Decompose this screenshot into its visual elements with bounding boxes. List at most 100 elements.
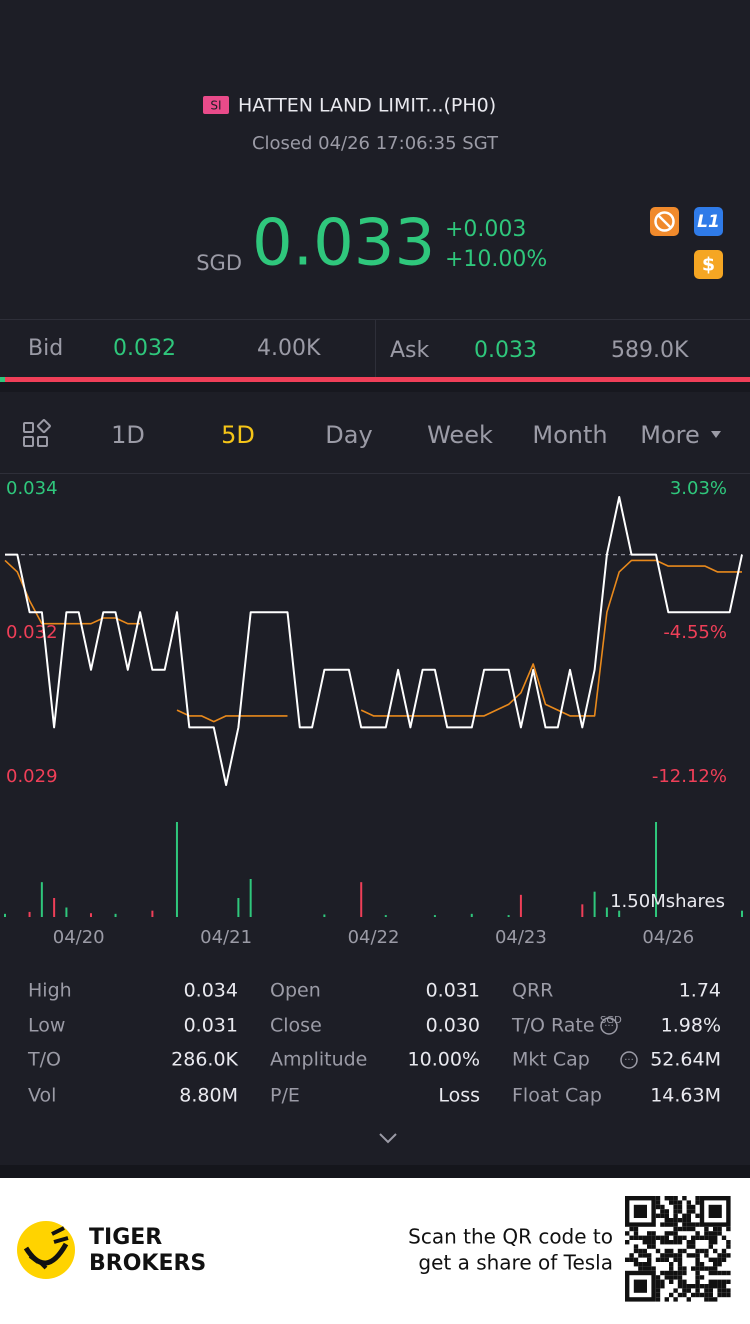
stat-value: 14.63M [650, 1085, 721, 1107]
qr-module [673, 1218, 678, 1223]
expand-chevron[interactable] [379, 1133, 397, 1144]
stat-label: Mkt Cap [512, 1049, 590, 1071]
period-tab[interactable]: Week [427, 421, 493, 449]
info-icon[interactable]: ··· [620, 1051, 638, 1069]
qr-module [708, 1235, 713, 1240]
qr-module [669, 1222, 674, 1227]
market-status: Closed 04/26 17:06:35 SGT [252, 133, 499, 154]
volume-bar [53, 898, 56, 917]
qr-module [677, 1284, 683, 1289]
qr-module [647, 1253, 652, 1258]
qr-module [669, 1262, 674, 1267]
qr-module [655, 1284, 661, 1289]
volume-bar [323, 914, 326, 917]
qr-module [669, 1292, 674, 1298]
qr-module [629, 1253, 634, 1258]
qr-code [625, 1195, 731, 1302]
qr-module [682, 1248, 687, 1254]
qr-module [726, 1244, 731, 1249]
y-tick-label: 0.032 [6, 622, 58, 643]
qr-module [664, 1213, 669, 1218]
qr-module [704, 1292, 709, 1298]
qr-module [664, 1196, 669, 1201]
volume-bar [741, 910, 743, 917]
qr-module [655, 1288, 661, 1293]
qr-module [691, 1253, 696, 1258]
qr-module [682, 1279, 687, 1284]
logo-circle [17, 1221, 75, 1279]
price-line [176, 709, 288, 723]
promo-text: get a share of Tesla [418, 1251, 613, 1275]
qr-module [655, 1213, 661, 1218]
qr-module [713, 1235, 718, 1240]
qr-module [708, 1292, 713, 1298]
volume-bar [28, 911, 31, 917]
qr-module [713, 1270, 718, 1276]
no-short-icon[interactable] [650, 207, 679, 236]
x-tick-label: 04/21 [200, 927, 252, 948]
volume-bar [618, 910, 621, 917]
qr-module [721, 1235, 727, 1240]
dollar-icon[interactable]: $ [702, 254, 715, 276]
qr-module [726, 1240, 731, 1245]
qr-module [682, 1270, 687, 1276]
level-icon-bg[interactable] [694, 207, 723, 236]
volume-max-label: 1.50Mshares [610, 891, 725, 912]
price-line [5, 496, 743, 786]
qr-module [695, 1248, 700, 1254]
dollar-icon-bg[interactable] [694, 250, 723, 279]
stat-value: Loss [438, 1085, 480, 1107]
period-tab[interactable]: More [640, 421, 700, 449]
period-tab[interactable]: 1D [111, 421, 145, 449]
period-tab[interactable]: Day [325, 421, 372, 449]
qr-module [717, 1226, 722, 1232]
qr-module [664, 1231, 669, 1236]
qr-module [699, 1292, 705, 1298]
more-caret[interactable] [711, 431, 721, 438]
qr-module [669, 1240, 674, 1245]
stat-value: 0.031 [184, 1015, 238, 1037]
qr-module [633, 1248, 639, 1254]
bid-ask-bar [0, 377, 750, 382]
volume-bar [175, 822, 178, 917]
volume-bar [519, 894, 522, 917]
qr-module [669, 1231, 674, 1236]
qr-module [664, 1218, 669, 1223]
stat-label: Open [270, 980, 321, 1002]
qr-module [629, 1257, 634, 1262]
ask-price: 0.033 [474, 338, 537, 363]
qr-module [721, 1257, 727, 1262]
stat-value: 0.034 [184, 980, 238, 1002]
qr-module [691, 1266, 696, 1271]
period-tab[interactable]: 5D [221, 421, 255, 449]
icon-cell [23, 422, 34, 433]
market-badge: SI [210, 99, 221, 113]
qr-module [664, 1253, 669, 1258]
info-icon[interactable]: ··· [600, 1017, 618, 1035]
qr-module [673, 1222, 678, 1227]
qr-module [699, 1284, 705, 1289]
qr-module [660, 1204, 665, 1210]
qr-module [677, 1292, 683, 1298]
qr-finder [699, 1195, 731, 1227]
qr-module [660, 1257, 665, 1262]
info-ring [620, 1051, 638, 1069]
qr-module [691, 1204, 696, 1210]
qr-module [677, 1279, 683, 1284]
qr-module [638, 1235, 643, 1240]
qr-module [633, 1235, 639, 1240]
qr-module [677, 1248, 683, 1254]
qr-module [686, 1240, 691, 1245]
qr-module [713, 1262, 718, 1267]
period-tab[interactable]: Month [532, 421, 607, 449]
layout-icon[interactable] [23, 419, 51, 447]
qr-module [638, 1262, 643, 1267]
qr-module [717, 1253, 722, 1258]
level-icon[interactable]: L1 [697, 212, 720, 232]
qr-module [721, 1248, 727, 1254]
qr-module [713, 1284, 718, 1289]
qr-module [638, 1248, 643, 1254]
qr-module [686, 1297, 691, 1302]
qr-module [695, 1270, 700, 1276]
